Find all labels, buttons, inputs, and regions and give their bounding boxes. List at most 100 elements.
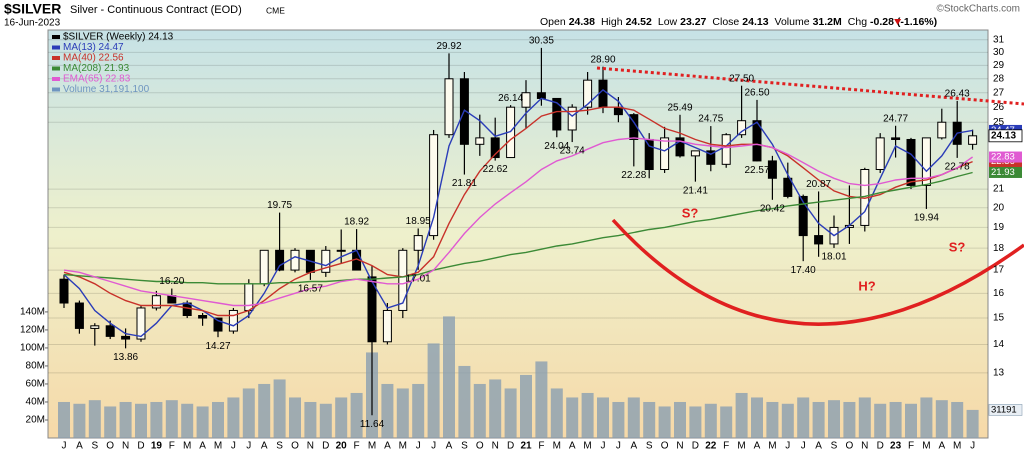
candle-body	[136, 307, 146, 340]
x-tick-label: N	[676, 441, 683, 452]
volume-bar	[427, 343, 440, 438]
volume-bar	[273, 379, 286, 438]
x-tick-label: D	[137, 441, 144, 452]
x-tick-label: M	[214, 441, 222, 452]
x-tick-label: J	[616, 441, 621, 452]
y-tick-label: 14	[993, 339, 1005, 350]
legend-label: $SILVER (Weekly) 24.13	[63, 32, 174, 43]
legend-swatch	[52, 66, 60, 71]
candle-body	[552, 97, 562, 131]
value-tag	[989, 166, 1022, 178]
x-tick-label: A	[754, 441, 761, 452]
candle-body	[259, 249, 269, 285]
volume-bar	[73, 403, 86, 438]
quote-label: Chg	[848, 16, 867, 28]
candle-body	[660, 137, 670, 170]
volume-bar	[935, 400, 948, 438]
candle-body	[536, 92, 546, 99]
volume-bar	[627, 397, 640, 438]
candle-body	[244, 283, 254, 311]
low-label: 11.64	[360, 419, 385, 430]
y-tick-label: 13	[993, 368, 1005, 379]
x-tick-label: J	[231, 441, 236, 452]
y2-tick-label: 40M	[26, 397, 45, 408]
candle-body	[798, 195, 808, 237]
candle-body	[198, 315, 208, 319]
volume-bar	[858, 397, 871, 438]
pattern-annotation: S?	[949, 239, 966, 254]
low-label: 13.86	[113, 352, 138, 363]
candle-body	[675, 137, 685, 157]
candle-body	[90, 325, 100, 329]
candle-body	[706, 150, 716, 165]
low-label: 14.27	[205, 341, 230, 352]
high-label: 16.20	[159, 276, 184, 287]
credit: ©StockCharts.com	[936, 4, 1020, 15]
high-label: 30.35	[529, 36, 554, 47]
volume-bar	[242, 388, 255, 438]
candle-body	[583, 79, 593, 108]
candle-body	[767, 160, 777, 179]
high-label: 26.43	[945, 89, 970, 100]
x-tick-label: A	[199, 441, 206, 452]
x-tick-label: O	[846, 441, 854, 452]
down-arrow	[894, 19, 902, 25]
x-tick-label: N	[122, 441, 129, 452]
low-label: 20.42	[760, 203, 785, 214]
x-tick-label: M	[583, 441, 591, 452]
x-tick-label: J	[62, 441, 67, 452]
ma-line	[63, 88, 973, 338]
x-tick-label: J	[416, 441, 421, 452]
volume-bar	[612, 401, 625, 438]
high-label: 26.14	[498, 93, 523, 104]
volume-bar	[58, 401, 70, 438]
x-tick-label: J	[785, 441, 790, 452]
candle-body	[413, 235, 423, 251]
y2-tick-label: 60M	[26, 379, 45, 390]
volume-bar	[689, 406, 702, 438]
x-tick-label: S	[831, 441, 838, 452]
volume-bar	[704, 403, 717, 438]
candle-body	[598, 79, 608, 108]
candle-body	[783, 177, 793, 197]
legend-label: MA(13) 24.47	[63, 42, 124, 53]
x-tick-label: F	[538, 441, 544, 452]
volume-bar	[643, 401, 656, 438]
x-tick-label: 22	[705, 441, 717, 452]
candle-body	[814, 235, 824, 245]
candle-body	[629, 114, 639, 140]
value-tag	[989, 151, 1022, 163]
volume-bar	[520, 374, 532, 438]
volume-bar	[781, 403, 794, 438]
volume-bar	[212, 401, 224, 438]
x-tick-label: J	[246, 441, 251, 452]
volume-bar	[104, 406, 117, 438]
high-label: 19.75	[267, 200, 292, 211]
x-tick-label: O	[476, 441, 484, 452]
candle-body	[398, 249, 408, 311]
volume-bar	[350, 392, 363, 438]
price-tag	[988, 129, 1023, 143]
low-label: 22.62	[483, 164, 508, 175]
high-label: 18.92	[344, 217, 369, 228]
y-tick-label: 25	[993, 117, 1005, 128]
high-label: 25.49	[667, 102, 692, 113]
volume-bar	[135, 403, 147, 438]
y2-tick-label: 20M	[26, 415, 45, 426]
candle-body	[321, 249, 331, 273]
volume-bar	[335, 397, 348, 438]
quote-label: Close	[712, 16, 739, 28]
low-label: 16.57	[298, 284, 323, 295]
volume-bar	[797, 397, 810, 438]
high-label: 24.75	[698, 114, 723, 125]
volume-bar	[396, 388, 409, 438]
y-tick-label: 30	[993, 47, 1005, 58]
x-tick-label: F	[169, 441, 175, 452]
candle-body	[151, 295, 161, 309]
y-tick-label: 15	[993, 313, 1005, 324]
quote-label: Volume	[775, 16, 810, 28]
x-tick-label: S	[646, 441, 653, 452]
x-tick-label: M	[399, 441, 407, 452]
x-tick-label: M	[183, 441, 191, 452]
